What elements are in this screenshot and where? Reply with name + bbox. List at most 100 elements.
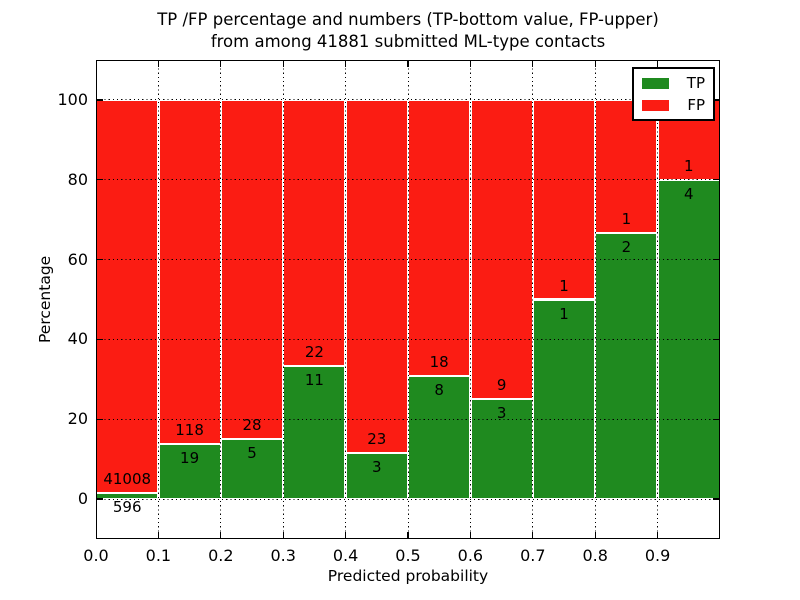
x-tick-bottom xyxy=(157,532,160,539)
x-tick-top xyxy=(532,60,534,67)
v-gridline xyxy=(407,60,409,539)
chart-title: TP /FP percentage and numbers (TP-bottom… xyxy=(96,9,720,53)
y-tick-right xyxy=(713,498,720,500)
x-tick-label-0.6: 0.6 xyxy=(457,546,484,565)
v-gridline xyxy=(220,60,222,539)
y-tick-label-20: 20 xyxy=(67,409,88,429)
x-tick-bottom xyxy=(345,532,347,539)
bar-fp-3 xyxy=(283,99,346,367)
v-gridline xyxy=(657,60,659,539)
bar-fp-1 xyxy=(158,99,221,444)
plot-area: 41008 596 118 19 28 5 22 11 23 3 18 8 9 3 1 1 1 2 1 4 TP FP xyxy=(96,60,720,539)
bar-label-tp-2: 5 xyxy=(247,443,257,462)
bar-label-fp-0: 41008 xyxy=(103,470,152,489)
y-tick-left xyxy=(96,498,103,500)
x-tick-label-0.2: 0.2 xyxy=(208,546,234,565)
x-axis-label: Predicted probability xyxy=(327,567,489,585)
bar-fp-0 xyxy=(96,99,159,494)
bar-label-fp-3: 22 xyxy=(304,343,324,362)
x-tick-label-0.5: 0.5 xyxy=(395,546,421,565)
y-tick-label-0: 0 xyxy=(77,489,88,509)
v-gridline xyxy=(345,60,347,539)
bar-tp-4 xyxy=(345,453,408,500)
x-tick-label-0.1: 0.1 xyxy=(145,546,172,565)
y-tick-right xyxy=(713,258,720,261)
bar-label-fp-7: 1 xyxy=(559,276,569,295)
v-gridline xyxy=(282,60,284,539)
bar-tp-8 xyxy=(595,232,658,500)
x-tick-bottom xyxy=(532,532,534,539)
x-tick-top xyxy=(657,60,659,67)
legend-swatch-tp xyxy=(642,77,669,89)
y-tick-left xyxy=(96,338,103,341)
y-axis-label: Percentage xyxy=(36,255,54,344)
legend-item-fp: FP xyxy=(642,97,705,113)
h-gridline xyxy=(96,338,720,340)
bar-tp-5 xyxy=(408,376,471,500)
x-tick-bottom xyxy=(407,532,409,539)
bar-fp-6 xyxy=(470,99,533,400)
bar-tp-6 xyxy=(470,399,533,500)
y-tick-left xyxy=(96,418,103,420)
x-tick-top xyxy=(594,60,596,67)
x-tick-label-0.8: 0.8 xyxy=(582,546,608,565)
x-tick-label-0.0: 0.0 xyxy=(83,546,109,565)
y-tick-label-100: 100 xyxy=(57,89,88,109)
bar-label-tp-0: 596 xyxy=(112,498,142,517)
y-tick-right xyxy=(713,179,720,181)
bar-label-tp-8: 2 xyxy=(621,237,632,256)
bar-label-fp-8: 1 xyxy=(621,209,632,228)
legend-swatch-fp xyxy=(642,99,669,111)
bar-label-tp-9: 4 xyxy=(684,184,694,203)
chart-title-line-1: TP /FP percentage and numbers (TP-bottom… xyxy=(157,10,659,29)
x-tick-top xyxy=(469,60,472,67)
y-tick-label-60: 60 xyxy=(67,249,88,269)
bar-label-fp-2: 28 xyxy=(242,415,262,434)
h-gridline xyxy=(96,259,720,261)
y-tick-right xyxy=(713,338,720,341)
v-gridline xyxy=(469,60,471,539)
legend-label-tp: TP xyxy=(686,74,705,92)
bar-label-tp-5: 8 xyxy=(434,381,444,400)
x-tick-top xyxy=(157,60,160,67)
legend: TP FP xyxy=(632,67,715,121)
bar-label-fp-4: 23 xyxy=(367,430,387,449)
h-gridline xyxy=(96,179,720,181)
x-tick-bottom xyxy=(594,532,596,539)
v-gridline xyxy=(157,60,159,539)
bar-label-fp-6: 9 xyxy=(496,376,507,395)
x-tick-top xyxy=(407,60,409,67)
x-tick-bottom xyxy=(220,532,222,539)
x-tick-label-0.7: 0.7 xyxy=(520,546,546,565)
bar-fp-4 xyxy=(345,99,408,453)
v-gridline xyxy=(532,60,534,539)
x-tick-bottom xyxy=(282,532,284,539)
y-tick-right xyxy=(713,418,720,420)
legend-item-tp: TP xyxy=(642,75,705,91)
bar-label-tp-3: 11 xyxy=(304,371,324,390)
y-tick-right xyxy=(713,99,720,101)
h-gridline xyxy=(96,418,720,420)
bar-label-tp-1: 19 xyxy=(180,448,200,467)
bar-label-fp-9: 1 xyxy=(684,156,694,175)
legend-label-fp: FP xyxy=(687,96,705,114)
bar-label-tp-4: 3 xyxy=(372,458,382,477)
bar-label-fp-1: 118 xyxy=(175,420,204,439)
bar-tp-7 xyxy=(532,299,596,500)
bar-tp-3 xyxy=(283,366,346,500)
bar-label-tp-6: 3 xyxy=(496,404,507,423)
bar-label-tp-7: 1 xyxy=(559,304,569,323)
x-tick-top xyxy=(220,60,222,67)
bar-fp-5 xyxy=(408,99,471,377)
x-tick-top xyxy=(345,60,347,67)
bar-label-fp-5: 18 xyxy=(429,353,449,372)
chart-title-line-2: from among 41881 submitted ML-type conta… xyxy=(210,32,606,51)
x-tick-bottom xyxy=(469,532,472,539)
h-gridline xyxy=(96,498,720,500)
y-tick-label-40: 40 xyxy=(67,329,88,349)
bar-fp-7 xyxy=(532,99,596,300)
y-tick-left xyxy=(96,99,103,101)
y-tick-left xyxy=(96,258,103,261)
v-gridline xyxy=(594,60,596,539)
